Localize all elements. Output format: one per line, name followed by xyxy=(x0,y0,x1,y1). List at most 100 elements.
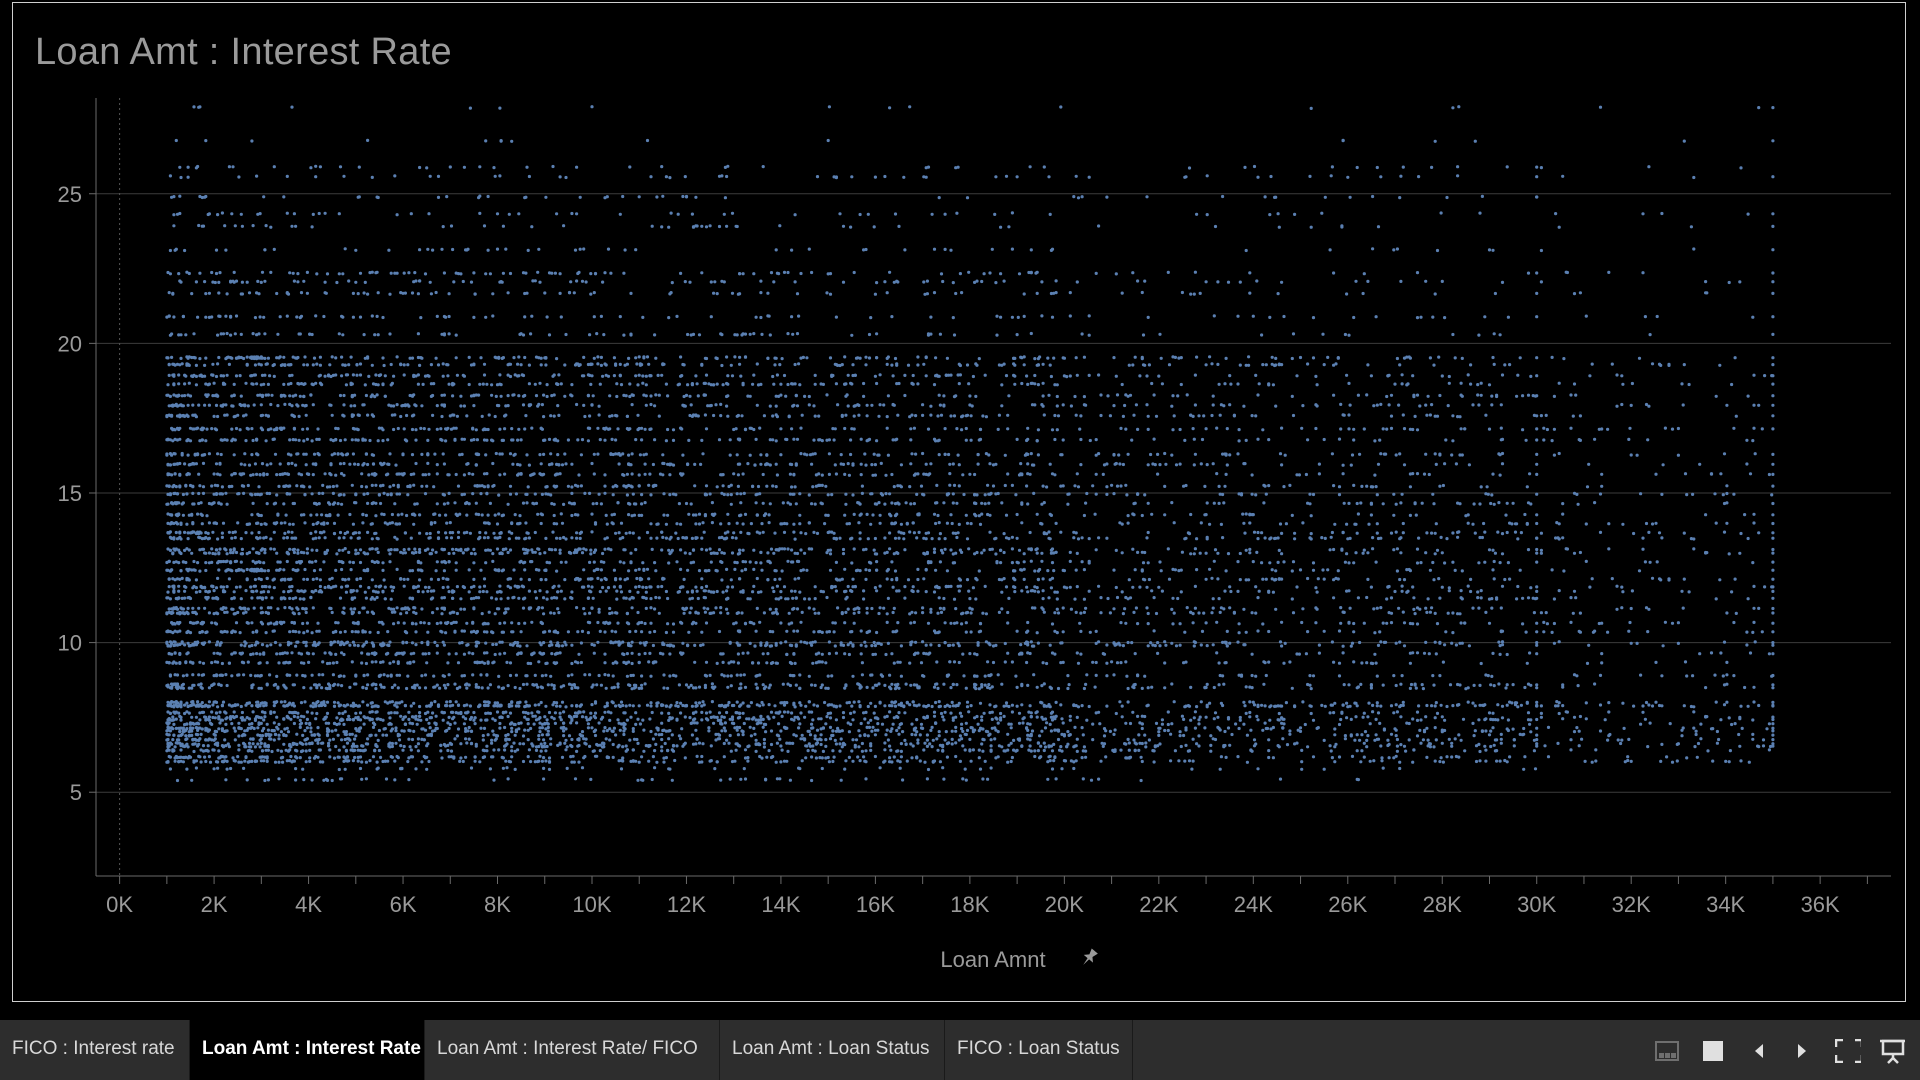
data-point[interactable] xyxy=(1497,682,1501,686)
data-point[interactable] xyxy=(892,755,896,759)
data-point[interactable] xyxy=(1277,745,1281,749)
data-point[interactable] xyxy=(1014,674,1018,678)
data-point[interactable] xyxy=(1535,641,1539,645)
data-point[interactable] xyxy=(1459,738,1463,742)
data-point[interactable] xyxy=(206,744,210,748)
data-point[interactable] xyxy=(478,760,482,764)
data-point[interactable] xyxy=(302,640,306,645)
data-point[interactable] xyxy=(1069,607,1073,611)
data-point[interactable] xyxy=(1542,620,1546,625)
data-point[interactable] xyxy=(480,612,484,616)
data-point[interactable] xyxy=(184,737,188,742)
data-point[interactable] xyxy=(1519,703,1523,707)
data-point[interactable] xyxy=(334,728,338,732)
data-point[interactable] xyxy=(612,685,617,690)
data-point[interactable] xyxy=(616,745,620,749)
data-point[interactable] xyxy=(825,630,829,634)
data-point[interactable] xyxy=(379,683,383,687)
data-point[interactable] xyxy=(451,703,455,707)
data-point[interactable] xyxy=(640,686,644,690)
data-point[interactable] xyxy=(1060,717,1064,721)
data-point[interactable] xyxy=(308,742,312,746)
data-point[interactable] xyxy=(942,777,946,781)
data-point[interactable] xyxy=(1561,683,1565,687)
data-point[interactable] xyxy=(817,717,821,721)
data-point[interactable] xyxy=(808,733,813,737)
data-point[interactable] xyxy=(910,732,914,737)
data-point[interactable] xyxy=(871,686,875,690)
data-point[interactable] xyxy=(630,651,634,655)
data-point[interactable] xyxy=(1337,674,1342,678)
data-point[interactable] xyxy=(729,684,733,688)
data-point[interactable] xyxy=(736,661,741,665)
data-point[interactable] xyxy=(259,759,263,763)
data-point[interactable] xyxy=(279,730,283,734)
data-point[interactable] xyxy=(360,651,364,655)
data-point[interactable] xyxy=(797,766,801,770)
data-point[interactable] xyxy=(821,749,826,754)
data-point[interactable] xyxy=(1283,641,1287,646)
data-point[interactable] xyxy=(224,744,228,748)
data-point[interactable] xyxy=(637,652,641,656)
data-point[interactable] xyxy=(823,700,827,705)
data-point[interactable] xyxy=(185,673,189,677)
data-point[interactable] xyxy=(624,744,628,748)
data-point[interactable] xyxy=(462,652,466,656)
data-point[interactable] xyxy=(694,686,698,690)
data-point[interactable] xyxy=(608,727,612,731)
data-point[interactable] xyxy=(178,755,182,760)
data-point[interactable] xyxy=(824,738,828,742)
data-point[interactable] xyxy=(1226,726,1231,730)
data-point[interactable] xyxy=(181,760,185,764)
data-point[interactable] xyxy=(830,703,834,707)
data-point[interactable] xyxy=(749,621,754,625)
data-point[interactable] xyxy=(1030,729,1035,733)
data-point[interactable] xyxy=(521,606,526,610)
data-point[interactable] xyxy=(501,630,505,634)
data-point[interactable] xyxy=(1244,711,1248,716)
data-point[interactable] xyxy=(1055,607,1059,611)
data-point[interactable] xyxy=(671,744,676,748)
data-point[interactable] xyxy=(286,730,291,734)
data-point[interactable] xyxy=(1145,606,1149,610)
data-point[interactable] xyxy=(954,715,958,719)
data-point[interactable] xyxy=(651,755,656,759)
data-point[interactable] xyxy=(1285,743,1290,747)
data-point[interactable] xyxy=(171,748,175,752)
data-point[interactable] xyxy=(722,674,726,678)
data-point[interactable] xyxy=(484,622,488,626)
data-point[interactable] xyxy=(811,661,815,665)
data-point[interactable] xyxy=(256,742,260,746)
data-point[interactable] xyxy=(1056,611,1061,615)
data-point[interactable] xyxy=(539,700,543,705)
data-point[interactable] xyxy=(1399,743,1403,747)
data-point[interactable] xyxy=(327,721,331,725)
data-point[interactable] xyxy=(1080,756,1084,760)
data-point[interactable] xyxy=(1550,630,1554,635)
data-point[interactable] xyxy=(234,621,239,625)
data-point[interactable] xyxy=(1483,744,1487,748)
data-point[interactable] xyxy=(1378,721,1382,726)
data-point[interactable] xyxy=(401,640,405,644)
data-point[interactable] xyxy=(354,630,358,634)
data-point[interactable] xyxy=(1043,726,1048,730)
data-point[interactable] xyxy=(1191,737,1195,741)
data-point[interactable] xyxy=(370,701,374,705)
data-point[interactable] xyxy=(311,701,315,705)
data-point[interactable] xyxy=(754,742,758,747)
data-point[interactable] xyxy=(608,718,612,723)
data-point[interactable] xyxy=(1508,755,1512,759)
data-point[interactable] xyxy=(811,744,815,748)
data-point[interactable] xyxy=(214,611,219,615)
data-point[interactable] xyxy=(1036,741,1040,745)
data-point[interactable] xyxy=(479,726,483,730)
data-point[interactable] xyxy=(383,700,387,704)
data-point[interactable] xyxy=(373,704,377,708)
data-point[interactable] xyxy=(765,755,769,759)
data-point[interactable] xyxy=(295,749,299,753)
data-point[interactable] xyxy=(810,722,814,726)
data-point[interactable] xyxy=(1261,728,1265,732)
data-point[interactable] xyxy=(697,701,702,705)
data-point[interactable] xyxy=(1151,643,1155,647)
data-point[interactable] xyxy=(734,711,738,715)
